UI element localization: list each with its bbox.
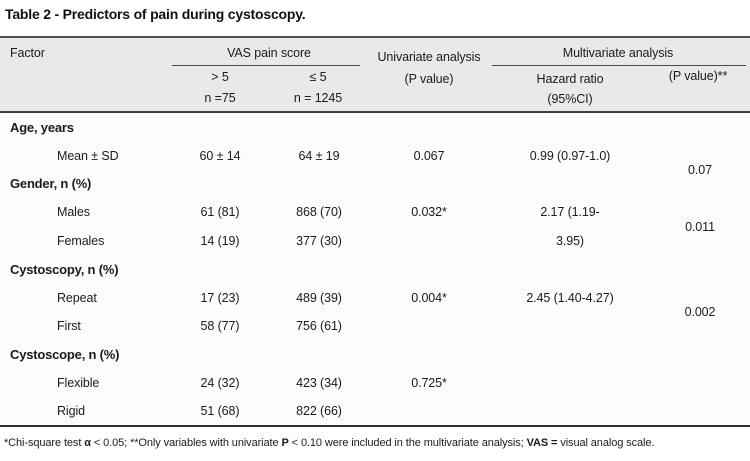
- cell-flexible-le5: 423 (34): [296, 375, 342, 390]
- column-subheader-gt5: > 5 n =75: [170, 67, 270, 109]
- row-group-cystoscope: Cystoscope, n (%): [10, 346, 120, 362]
- cell-repeat-le5: 489 (39): [296, 290, 342, 305]
- cell-first-le5: 756 (61): [296, 318, 342, 333]
- cell-flexible-gt5: 24 (32): [200, 375, 240, 390]
- column-subheader-multivariate-pvalue: (P value)**: [668, 69, 728, 83]
- cell-males-univariate-p: 0.032*: [411, 205, 447, 220]
- row-group-age: Age, years: [10, 119, 74, 135]
- column-group-multivariate: Multivariate analysis: [562, 46, 674, 60]
- cell-first-label: First: [57, 318, 81, 333]
- cell-repeat-univariate-p: 0.004*: [411, 290, 447, 305]
- cell-females-le5: 377 (30): [296, 233, 342, 248]
- cell-females-label: Females: [57, 233, 105, 248]
- table-header: Factor VAS pain score > 5 n =75 ≤ 5 n = …: [0, 36, 750, 113]
- gt5-label: > 5: [211, 70, 229, 84]
- footnote-alpha: α: [84, 437, 91, 449]
- multivariate-group-underline: [492, 65, 746, 66]
- cell-repeat-label: Repeat: [57, 290, 97, 305]
- footnote-text: visual analog scale.: [560, 437, 655, 449]
- le5-label: ≤ 5: [309, 70, 327, 84]
- table-body: Age, years Mean ± SD 60 ± 14 64 ± 19 0.0…: [0, 113, 750, 428]
- cell-gender-multivariate-p: 0.011: [685, 219, 715, 234]
- cell-repeat-hazard-ratio: 2.45 (1.40-4.27): [526, 290, 614, 305]
- table-footnote: *Chi-square test α < 0.05; **Only variab…: [4, 437, 748, 449]
- univariate-label: Univariate analysis: [377, 50, 481, 64]
- cell-males-gt5: 61 (81): [200, 205, 240, 220]
- cell-mean-hazard-ratio: 0.99 (0.97-1.0): [529, 148, 611, 163]
- cell-flexible-univariate-p: 0.725*: [411, 375, 447, 390]
- cell-mean-le5: 64 ± 19: [298, 148, 340, 163]
- column-subheader-le5: ≤ 5 n = 1245: [268, 67, 368, 109]
- cell-rigid-le5: 822 (66): [296, 404, 342, 419]
- cell-repeat-gt5: 17 (23): [200, 290, 240, 305]
- footnote-p: P: [281, 437, 289, 449]
- cell-gender-hazard-ratio: 2.17 (1.19- 3.95): [490, 198, 650, 255]
- column-header-factor: Factor: [10, 46, 45, 60]
- column-subheader-hazard-ratio: Hazard ratio (95%CI): [490, 69, 650, 109]
- cell-cystoscopy-multivariate-p: 0.002: [684, 304, 716, 319]
- cell-males-label: Males: [57, 205, 90, 220]
- hazard-ci-label: (95%CI): [547, 92, 593, 106]
- cell-first-gt5: 58 (77): [200, 318, 240, 333]
- gender-hazard-line2: 3.95): [556, 233, 584, 248]
- gender-hazard-line1: 2.17 (1.19-: [540, 205, 600, 220]
- footnote-text: < 0.10 were included in the multivariate…: [288, 437, 527, 449]
- footnote-text: < 0.05; **Only variables with univariate: [90, 437, 282, 449]
- univariate-pvalue-label: (P value): [404, 72, 454, 86]
- vas-group-underline: [172, 65, 360, 66]
- cell-rigid-gt5: 51 (68): [200, 404, 240, 419]
- cell-flexible-label: Flexible: [57, 375, 100, 390]
- hazard-ratio-label: Hazard ratio: [536, 72, 604, 86]
- cell-mean-gt5: 60 ± 14: [199, 148, 241, 163]
- footnote-text: *Chi-square test: [4, 437, 85, 449]
- column-group-vas-pain-score: VAS pain score: [227, 46, 311, 60]
- cell-mean-univariate-p: 0.067: [413, 148, 445, 163]
- cell-males-le5: 868 (70): [296, 205, 342, 220]
- cell-age-multivariate-p: 0.07: [688, 162, 712, 177]
- row-group-cystoscopy: Cystoscopy, n (%): [10, 261, 119, 277]
- gt5-n-count: n =75: [204, 91, 236, 105]
- cell-mean-label: Mean ± SD: [57, 148, 119, 163]
- row-group-gender: Gender, n (%): [10, 176, 92, 192]
- footnote-vas: VAS =: [526, 437, 561, 449]
- table-title: Table 2 - Predictors of pain during cyst…: [5, 6, 306, 22]
- cell-females-gt5: 14 (19): [200, 233, 240, 248]
- le5-n-count: n = 1245: [293, 91, 343, 105]
- cell-rigid-label: Rigid: [57, 404, 85, 419]
- column-header-univariate: Univariate analysis (P value): [368, 46, 490, 90]
